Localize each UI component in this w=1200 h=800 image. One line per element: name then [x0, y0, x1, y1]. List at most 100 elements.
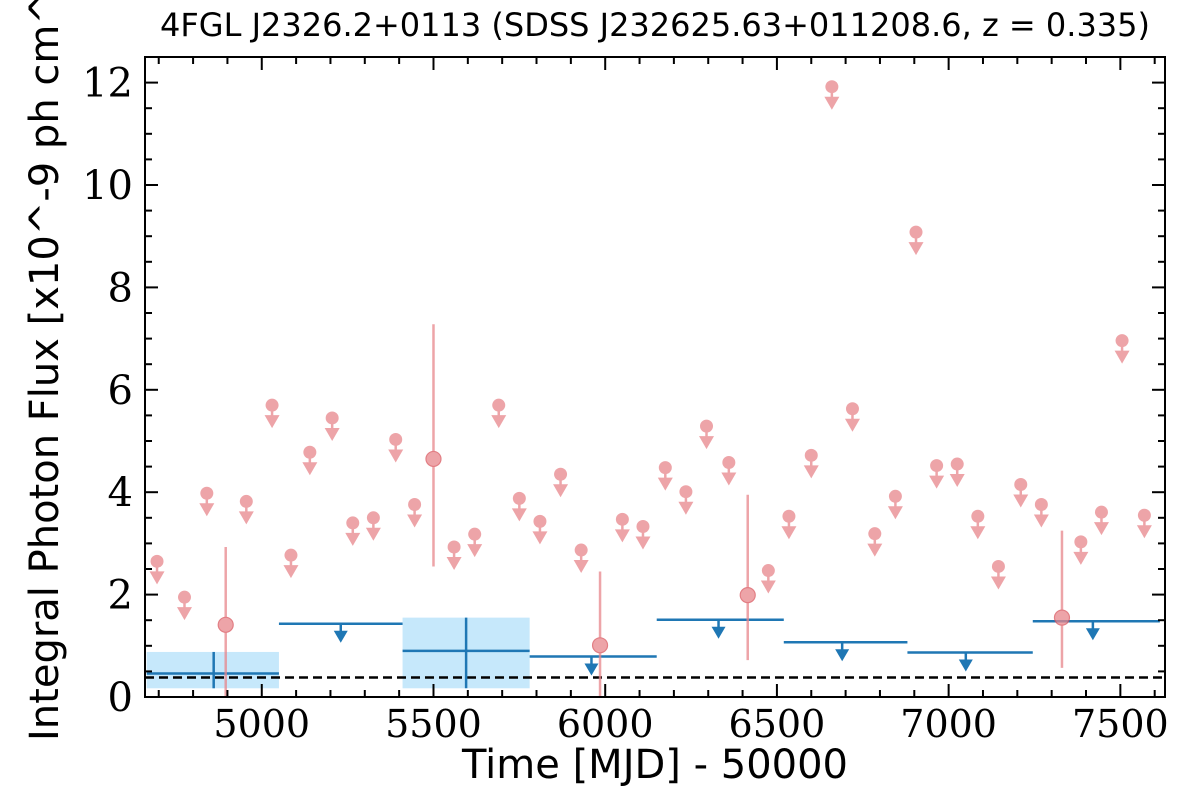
short-bin-upper-limit-marker: [177, 590, 191, 604]
short-bin-upper-limit-marker: [150, 554, 164, 568]
short-bin-upper-limit-marker: [615, 512, 629, 526]
short-bin-upper-limit-marker: [533, 514, 547, 528]
short-bin-upper-limit: [1013, 478, 1029, 508]
short-bin-upper-limit-arrow: [283, 565, 299, 579]
short-bin-upper-limit-marker: [1137, 508, 1151, 522]
short-bin-upper-limit-arrow: [887, 506, 903, 520]
short-bin-upper-limit: [365, 511, 381, 541]
short-bin-upper-limit-marker: [200, 486, 214, 500]
short-bin-upper-limit: [929, 459, 945, 489]
short-bin-upper-limit: [721, 456, 737, 486]
x-tick-label: 6000: [557, 702, 654, 746]
short-bin-upper-limit-arrow: [657, 477, 673, 491]
short-bin-upper-limit: [1073, 535, 1089, 565]
short-bin-detection-marker: [425, 450, 442, 468]
short-bin-upper-limit: [970, 509, 986, 540]
short-bin-upper-limit: [199, 486, 215, 517]
short-bin-upper-limit-marker: [658, 461, 672, 475]
short-bin-upper-limit-arrow: [929, 475, 945, 489]
y-tick-label: 12: [82, 61, 133, 107]
short-bin-upper-limit-arrow: [1114, 350, 1130, 364]
short-bin-upper-limit: [887, 489, 903, 520]
long-bin-upper-limit-arrow: [835, 649, 850, 662]
short-bin-upper-limit-arrow: [824, 96, 840, 110]
short-bin-upper-limit: [867, 527, 883, 557]
short-bin-upper-limit: [1033, 497, 1049, 528]
short-bin-upper-limit-arrow: [635, 536, 651, 550]
short-bin-upper-limit-arrow: [803, 465, 819, 479]
short-bin-upper-limit: [573, 543, 589, 574]
short-bin-upper-limit-marker: [389, 432, 403, 446]
short-bin-upper-limit-arrow: [407, 514, 423, 528]
short-bin-upper-limit: [824, 80, 840, 110]
short-bin-upper-limit-arrow: [990, 576, 1006, 590]
short-bin-detection-marker: [1053, 609, 1071, 626]
short-bin-detection-marker: [739, 587, 756, 604]
short-bin-detection: [1053, 530, 1071, 668]
short-bin-upper-limit-marker: [636, 520, 650, 534]
short-bin-upper-limit-marker: [408, 497, 422, 511]
axes-frame: [144, 56, 1166, 698]
short-bin-upper-limit-arrow: [345, 532, 361, 546]
short-bin-upper-limit-arrow: [1093, 522, 1109, 536]
short-bin-upper-limit-marker: [761, 564, 775, 578]
short-bin-upper-limit: [491, 398, 507, 429]
short-bin-upper-limit: [657, 461, 673, 491]
x-tick-label: 7500: [1072, 702, 1169, 746]
short-bin-upper-limit-arrow: [1073, 551, 1089, 565]
short-bin-detection: [591, 571, 609, 697]
chart-title: 4FGL J2326.2+0113 (SDSS J232625.63+01120…: [160, 6, 1150, 44]
short-bin-upper-limit-arrow: [781, 526, 797, 540]
short-bin-upper-limit-arrow: [388, 449, 404, 463]
short-bin-upper-limit-marker: [325, 411, 339, 425]
short-bin-upper-limit-marker: [845, 402, 859, 416]
short-bin-upper-limit: [678, 485, 694, 515]
short-bin-upper-limit: [553, 467, 569, 498]
short-bin-upper-limit-arrow: [760, 580, 776, 594]
y-tick-label: 6: [108, 368, 133, 414]
short-bin-upper-limit-marker: [346, 516, 360, 530]
short-bin-upper-limit-arrow: [970, 526, 986, 540]
short-bin-upper-limit-marker: [950, 457, 964, 471]
short-bin-upper-limit-marker: [512, 491, 526, 505]
short-bin-upper-limit: [614, 512, 630, 543]
short-bin-upper-limit-arrow: [302, 462, 318, 476]
short-bin-upper-limit: [635, 520, 651, 550]
short-bin-upper-limit: [302, 445, 318, 476]
short-bin-upper-limit-marker: [868, 527, 882, 541]
short-bin-detection: [425, 324, 442, 567]
short-bin-upper-limit-marker: [679, 485, 693, 499]
short-bin-upper-limit-marker: [574, 543, 588, 557]
long-bin-upper-limit-arrow: [1085, 628, 1100, 641]
short-bin-upper-limit-marker: [804, 448, 818, 462]
short-bin-upper-limit-arrow: [238, 511, 254, 525]
short-bin-upper-limit: [176, 590, 192, 621]
short-bin-upper-limit-arrow: [176, 607, 192, 621]
short-bin-upper-limit-arrow: [491, 415, 507, 429]
short-bin-upper-limit: [264, 398, 280, 429]
short-bin-detection: [739, 494, 756, 661]
long-bin-upper-limit-arrow: [333, 630, 348, 643]
short-bin-upper-limit: [345, 516, 361, 546]
short-bin-upper-limit-arrow: [844, 418, 860, 432]
short-bin-upper-limit-marker: [888, 489, 902, 503]
short-bin-upper-limit-marker: [239, 494, 253, 508]
y-axis-label: Integral Photon Flux [x10^-9 ph cm^-2 s^…: [22, 0, 68, 741]
short-bin-upper-limit-arrow: [614, 529, 630, 543]
short-bin-upper-limit: [1093, 505, 1109, 536]
short-bin-upper-limit-arrow: [199, 503, 215, 517]
x-tick-label: 5000: [213, 702, 310, 746]
short-bin-detection: [217, 546, 234, 697]
short-bin-upper-limit-marker: [700, 419, 714, 433]
x-tick-label: 5500: [385, 702, 482, 746]
short-bin-upper-limit-marker: [554, 467, 568, 481]
y-tick-label: 10: [82, 163, 133, 209]
short-bin-upper-limit: [388, 432, 404, 463]
short-bin-upper-limit-marker: [782, 509, 796, 523]
short-bin-upper-limit-marker: [991, 559, 1005, 573]
short-bin-upper-limit-arrow: [867, 543, 883, 557]
short-bin-upper-limit-marker: [909, 225, 923, 239]
short-bin-upper-limit-marker: [971, 509, 985, 523]
short-bin-upper-limit: [532, 514, 548, 545]
